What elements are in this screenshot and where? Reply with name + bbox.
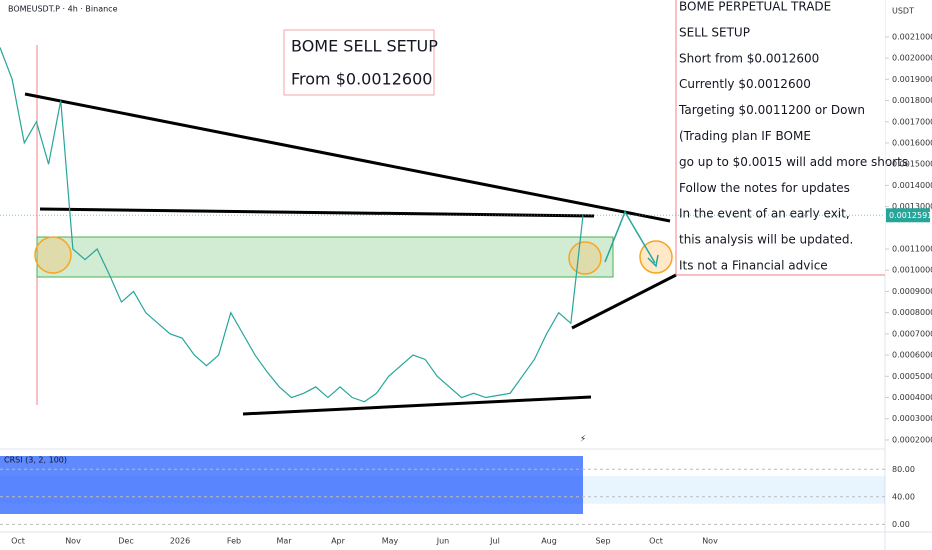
currency: USDT: [892, 7, 914, 16]
y-tick-label: 0.0009000: [892, 287, 932, 296]
y-tick-label: 0.0006000: [892, 351, 932, 360]
note-line: BOME PERPETUAL TRADE: [679, 0, 831, 14]
y-tick-label: 0.0013000: [892, 202, 932, 211]
projection-arrow: [604, 210, 659, 268]
setup-box: [283, 29, 435, 96]
price-line: [0, 47, 584, 403]
y-tick-label: 0.0016000: [892, 138, 932, 147]
x-tick-label: Apr: [331, 537, 346, 546]
indicator-tick-label: 0.00: [892, 520, 910, 529]
x-tick-label: Oct: [11, 537, 25, 546]
y-tick-label: 0.0005000: [892, 372, 932, 381]
y-tick-label: 0.0021000: [892, 32, 932, 41]
x-tick-label: Jun: [436, 537, 450, 546]
y-tick-label: 0.0004000: [892, 393, 932, 402]
price-line: [0, 47, 584, 403]
x-tick-label: Nov: [702, 537, 718, 546]
note-line: (Trading plan IF BOME: [679, 129, 811, 143]
y-tick-label: 0.0015000: [892, 160, 932, 169]
indicator-tick-label: 80.00: [892, 465, 915, 474]
x-tick-label: Aug: [541, 537, 557, 546]
y-tick-label: 0.0019000: [892, 75, 932, 84]
notes-border: [675, 0, 885, 276]
y-tick-label: 0.0018000: [892, 96, 932, 105]
note-line: Follow the notes for updates: [679, 181, 850, 195]
note-line: Targeting $0.0011200 or Down: [678, 103, 865, 117]
highlight-circle: [568, 241, 602, 275]
event-icon: ⚡: [580, 435, 586, 445]
x-tick-label: Nov: [65, 537, 81, 546]
y-tick-label: 0.0014000: [892, 181, 932, 190]
indicator-title: CRSI (3, 2, 100): [4, 456, 67, 465]
price-tag-label: 0.0012591: [889, 211, 932, 220]
x-tick-label: Jul: [489, 537, 500, 546]
y-tick-label: 0.0011000: [892, 245, 932, 254]
setup-title: BOME SELL SETUP: [291, 37, 438, 56]
note-line: go up to $0.0015 will add more shorts: [679, 155, 908, 169]
x-tick-label: Oct: [649, 537, 663, 546]
price-tag: [886, 208, 930, 223]
note-line: Short from $0.0012600: [679, 51, 819, 65]
highlight-circle: [34, 236, 72, 274]
note-line: Currently $0.0012600: [679, 77, 811, 91]
y-tick-label: 0.0008000: [892, 308, 932, 317]
y-tick-label: 0.0010000: [892, 266, 932, 275]
indicator-tick-label: 40.00: [892, 492, 915, 501]
y-tick-label: 0.0002000: [892, 435, 932, 444]
x-tick-label: Feb: [227, 537, 241, 546]
note-line: SELL SETUP: [679, 25, 750, 39]
note-line: this analysis will be updated.: [679, 233, 853, 247]
x-tick-label: May: [382, 537, 399, 546]
notes: BOME PERPETUAL TRADE SELL SETUP Short from…: [678, 0, 908, 273]
y-tick-label: 0.0003000: [892, 414, 932, 423]
axes: 0.0002000 0.0003000 0.0004000 0.0005000 0.00…: [0, 32, 932, 546]
setup-entry: From $0.0012600: [291, 70, 432, 89]
x-tick-label: Mar: [276, 537, 292, 546]
notes-panel: [676, 0, 885, 275]
note-line: In the event of an early exit,: [679, 207, 850, 221]
indicator-noise: [0, 456, 583, 514]
y-tick-label: 0.0020000: [892, 54, 932, 63]
zone: [36, 236, 614, 278]
y-tick-label: 0.0007000: [892, 329, 932, 338]
x-tick-label: Dec: [118, 537, 133, 546]
y-tick-label: 0.0017000: [892, 117, 932, 126]
highlight-circle: [639, 240, 673, 274]
x-tick-label: 2026: [170, 537, 190, 546]
x-tick-label: Sep: [595, 537, 610, 546]
note-line: Its not a Financial advice: [679, 259, 828, 273]
symbol: BOMEUSDT.P · 4h · Binance: [8, 5, 118, 14]
